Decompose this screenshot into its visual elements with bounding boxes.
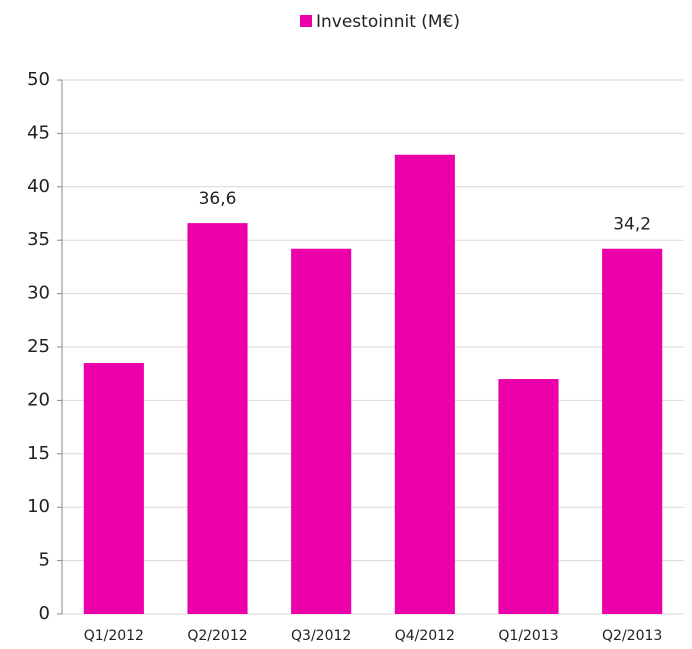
x-tick-label: Q3/2012 bbox=[291, 628, 351, 644]
y-tick-label: 35 bbox=[27, 229, 50, 250]
y-tick-label: 50 bbox=[27, 69, 50, 90]
x-tick-label: Q2/2012 bbox=[187, 628, 247, 644]
bar bbox=[498, 379, 559, 614]
legend-swatch bbox=[300, 15, 312, 27]
bar bbox=[187, 223, 248, 614]
x-tick-label: Q4/2012 bbox=[395, 628, 455, 644]
x-tick-label: Q2/2013 bbox=[602, 628, 662, 644]
y-tick-label: 40 bbox=[27, 176, 50, 197]
x-tick-label: Q1/2012 bbox=[84, 628, 144, 644]
y-tick-label: 15 bbox=[27, 443, 50, 464]
y-tick-label: 45 bbox=[27, 122, 50, 143]
data-label: 34,2 bbox=[613, 215, 651, 235]
y-tick-label: 30 bbox=[27, 283, 50, 304]
y-tick-label: 10 bbox=[27, 496, 50, 517]
data-label: 36,6 bbox=[199, 189, 237, 209]
bar bbox=[602, 248, 663, 614]
bar bbox=[291, 248, 352, 614]
y-tick-label: 20 bbox=[27, 389, 50, 410]
bar bbox=[83, 363, 144, 614]
y-tick-label: 25 bbox=[27, 336, 50, 357]
y-tick-label: 0 bbox=[39, 603, 50, 624]
bar bbox=[394, 154, 455, 614]
y-tick-label: 5 bbox=[39, 550, 50, 571]
legend-label: Investoinnit (M€) bbox=[316, 12, 460, 32]
x-tick-label: Q1/2013 bbox=[498, 628, 558, 644]
